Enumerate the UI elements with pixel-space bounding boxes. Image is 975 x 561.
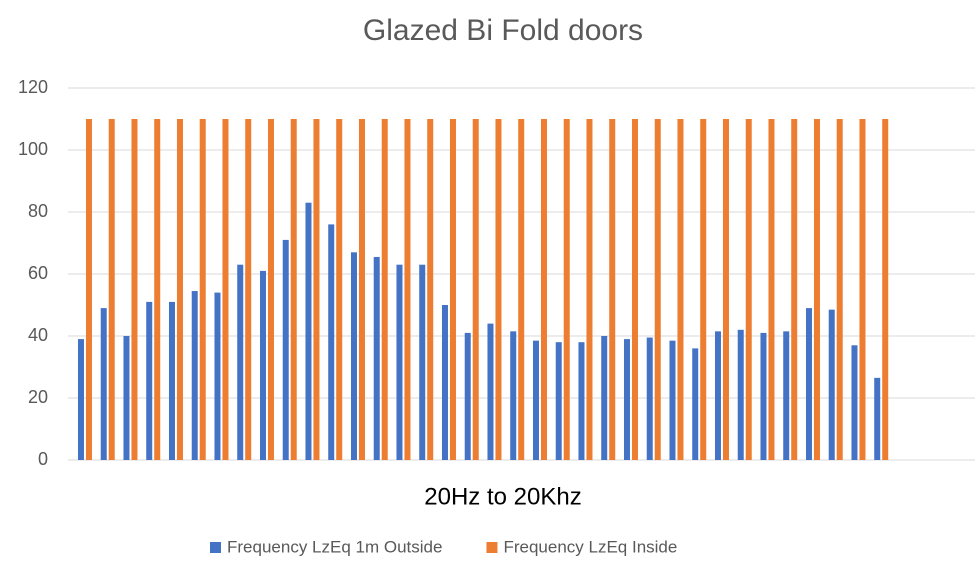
bar: [791, 119, 798, 460]
bar: [245, 119, 252, 460]
y-tick-label: 40: [28, 325, 48, 345]
bar: [692, 348, 699, 460]
bar: [396, 264, 403, 460]
chart-title: Glazed Bi Fold doors: [363, 14, 643, 47]
bar: [191, 291, 198, 460]
bar: [123, 336, 130, 460]
bar: [768, 119, 775, 460]
bar: [419, 264, 426, 460]
bar: [609, 119, 616, 460]
bar: [176, 119, 183, 460]
bar: [131, 119, 138, 460]
bar: [722, 119, 729, 460]
bar: [851, 345, 858, 460]
bar: [813, 119, 820, 460]
bar: [108, 119, 115, 460]
bar: [540, 119, 547, 460]
legend-label: Frequency LzEq Inside: [503, 537, 677, 556]
y-tick-label: 0: [38, 449, 48, 469]
bar: [631, 119, 638, 460]
bar: [290, 119, 297, 460]
bar: [427, 119, 434, 460]
bar: [654, 119, 661, 460]
bar: [85, 119, 92, 460]
legend-label: Frequency LzEq 1m Outside: [227, 537, 442, 556]
bar: [586, 119, 593, 460]
y-tick-label: 80: [28, 201, 48, 221]
bar: [859, 119, 866, 460]
bar: [350, 252, 357, 460]
legend-swatch: [486, 542, 498, 553]
bar: [381, 119, 388, 460]
x-axis-label: 20Hz to 20Khz: [424, 483, 581, 510]
bar: [146, 301, 153, 460]
bar: [882, 119, 889, 460]
bar: [199, 119, 206, 460]
bar: [313, 119, 320, 460]
bar: [874, 377, 881, 460]
bar: [745, 119, 752, 460]
bar: [563, 119, 570, 460]
bar: [601, 336, 608, 460]
bar: [222, 119, 229, 460]
bar: [669, 340, 676, 460]
bar: [168, 301, 175, 460]
bar: [464, 332, 471, 460]
bar: [555, 342, 562, 460]
bar: [237, 264, 244, 460]
bar: [214, 292, 221, 460]
bar: [282, 239, 289, 460]
bar: [836, 119, 843, 460]
bar: [358, 119, 365, 460]
bar: [487, 323, 494, 460]
y-tick-label: 120: [18, 77, 48, 97]
bar: [373, 256, 380, 460]
bar: [737, 329, 744, 460]
bar: [100, 308, 107, 460]
bar: [472, 119, 479, 460]
bar: [154, 119, 161, 460]
bar: [783, 331, 790, 460]
bar: [495, 119, 502, 460]
bar: [623, 339, 630, 460]
bar: [700, 119, 707, 460]
bar: [328, 224, 335, 460]
bar: [449, 119, 456, 460]
bar: [805, 308, 812, 460]
bar: [518, 119, 525, 460]
bar: [336, 119, 343, 460]
bar: [267, 119, 274, 460]
bar: [677, 119, 684, 460]
bar: [305, 202, 312, 460]
bar: [828, 309, 835, 460]
bar: [760, 332, 767, 460]
legend-swatch: [210, 542, 221, 553]
bar: [77, 339, 84, 460]
bar: [259, 270, 266, 460]
y-tick-label: 20: [28, 387, 48, 407]
y-tick-label: 60: [28, 263, 48, 283]
y-tick-label: 100: [18, 139, 48, 159]
bar: [532, 340, 539, 460]
bar: [441, 305, 448, 460]
bar: [510, 331, 517, 460]
bar: [404, 119, 411, 460]
bar: [646, 337, 653, 460]
bar: [578, 342, 585, 460]
bar: [714, 331, 721, 460]
